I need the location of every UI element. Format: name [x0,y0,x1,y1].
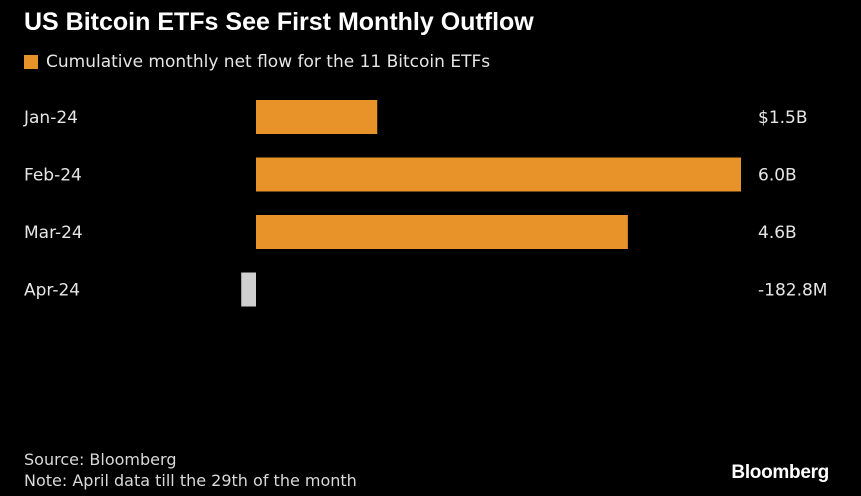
bar-jan-24 [256,100,378,134]
value-label-jan-24: $1.5B [758,108,808,128]
legend: Cumulative monthly net flow for the 11 B… [24,52,490,72]
value-label-apr-24: -182.8M [758,281,827,301]
data-note: Note: April data till the 29th of the mo… [24,471,357,490]
bloomberg-logo: Bloomberg [731,462,829,483]
bar-apr-24 [241,272,256,307]
category-label-feb-24: Feb-24 [24,166,82,186]
source-note: Source: Bloomberg [24,450,177,469]
value-label-mar-24: 4.6B [758,223,797,243]
footer: Source: Bloomberg Note: April data till … [24,449,357,491]
bar-feb-24 [256,157,741,192]
category-label-apr-24: Apr-24 [24,281,80,301]
category-label-jan-24: Jan-24 [23,108,78,128]
value-label-feb-24: 6.0B [758,166,797,186]
legend-label: Cumulative monthly net flow for the 11 B… [46,52,491,72]
bar-mar-24 [256,215,628,249]
chart-title: US Bitcoin ETFs See First Monthly Outflo… [24,8,534,36]
category-label-mar-24: Mar-24 [24,223,83,243]
legend-swatch [24,55,38,69]
